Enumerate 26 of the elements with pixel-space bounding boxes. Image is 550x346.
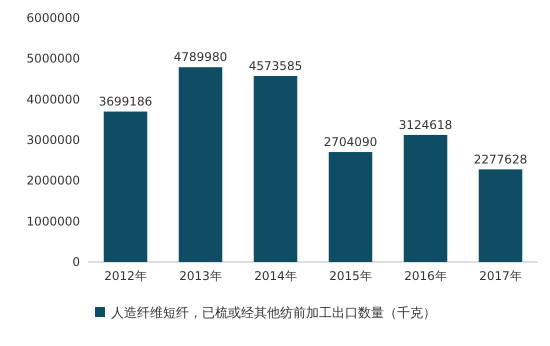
x-tick-label: 2016年: [404, 269, 447, 283]
bar: [254, 76, 298, 262]
x-tick-label: 2013年: [179, 269, 222, 283]
data-label: 4789980: [174, 50, 228, 64]
x-tick-label: 2014年: [254, 269, 297, 283]
bar: [404, 134, 448, 262]
y-tick-label: 4000000: [26, 92, 80, 106]
y-tick-label: 2000000: [26, 174, 80, 188]
data-label: 3699186: [98, 94, 152, 109]
x-tick-label: 2015年: [329, 269, 372, 283]
data-label: 4573585: [248, 59, 302, 74]
bar: [104, 112, 148, 262]
x-tick-label: 2017年: [479, 269, 522, 283]
y-tick-label: 1000000: [26, 214, 80, 228]
y-tick-label: 6000000: [26, 11, 80, 25]
y-tick-label: 0: [72, 255, 80, 269]
x-tick-label: 2012年: [104, 269, 147, 283]
data-label: 2277628: [474, 152, 528, 166]
bar: [178, 67, 222, 262]
data-label: 2704090: [324, 135, 378, 150]
y-tick-label: 3000000: [26, 133, 80, 147]
bar: [478, 169, 522, 262]
data-label: 3124618: [398, 118, 452, 132]
y-tick-label: 5000000: [26, 52, 80, 66]
legend-label: 人造纤维短纤，已梳或经其他纺前加工出口数量（千克）: [111, 306, 436, 321]
bar: [328, 152, 372, 262]
